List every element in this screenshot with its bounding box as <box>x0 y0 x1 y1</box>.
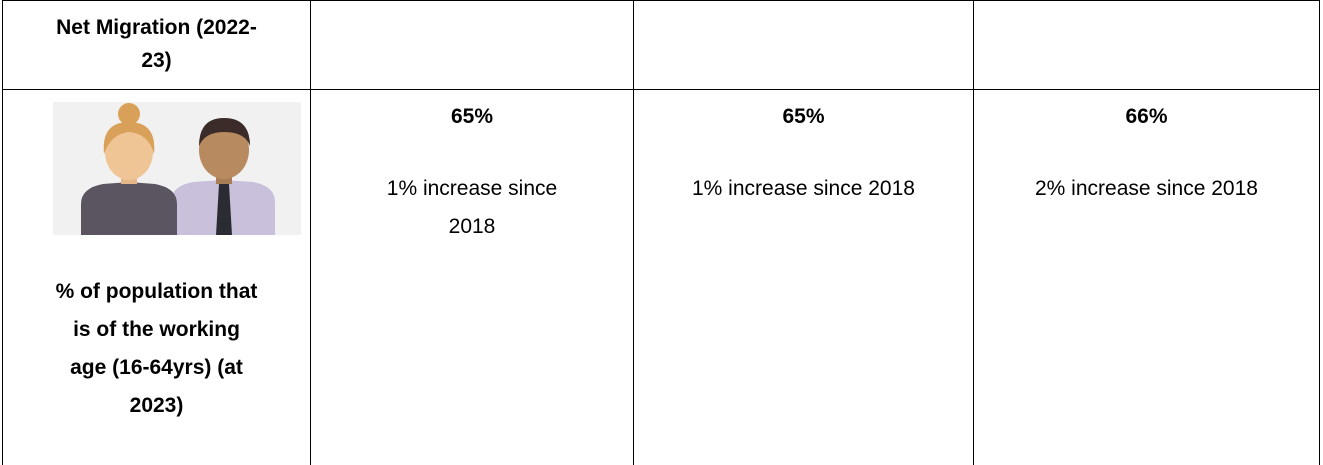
change: 1% increase since 2018 <box>654 170 953 208</box>
value-cell: 66% 2% increase since 2018 <box>974 90 1320 465</box>
data-row: % of population that is of the working a… <box>3 90 1320 465</box>
empty-cell <box>634 1 974 90</box>
value-cell: 65% 1% increase since 2018 <box>634 90 974 465</box>
value: 65% <box>361 98 583 136</box>
value: 65% <box>654 98 953 136</box>
value-cell: 65% 1% increase since 2018 <box>311 90 634 465</box>
indicator-cell: % of population that is of the working a… <box>3 90 311 465</box>
header-label: Net Migration (2022-23) <box>56 16 257 72</box>
empty-cell <box>311 1 634 90</box>
change: 1% increase since 2018 <box>361 170 583 246</box>
migration-table: Net Migration (2022-23) % of populati <box>2 0 1320 465</box>
change: 2% increase since 2018 <box>994 170 1299 208</box>
page: Net Migration (2022-23) % of populati <box>0 0 1323 465</box>
people-icon <box>53 102 301 235</box>
value: 66% <box>994 98 1299 136</box>
indicator-label: % of population that is of the working a… <box>53 273 260 425</box>
header-row: Net Migration (2022-23) <box>3 1 1320 90</box>
header-cell: Net Migration (2022-23) <box>3 1 311 90</box>
empty-cell <box>974 1 1320 90</box>
